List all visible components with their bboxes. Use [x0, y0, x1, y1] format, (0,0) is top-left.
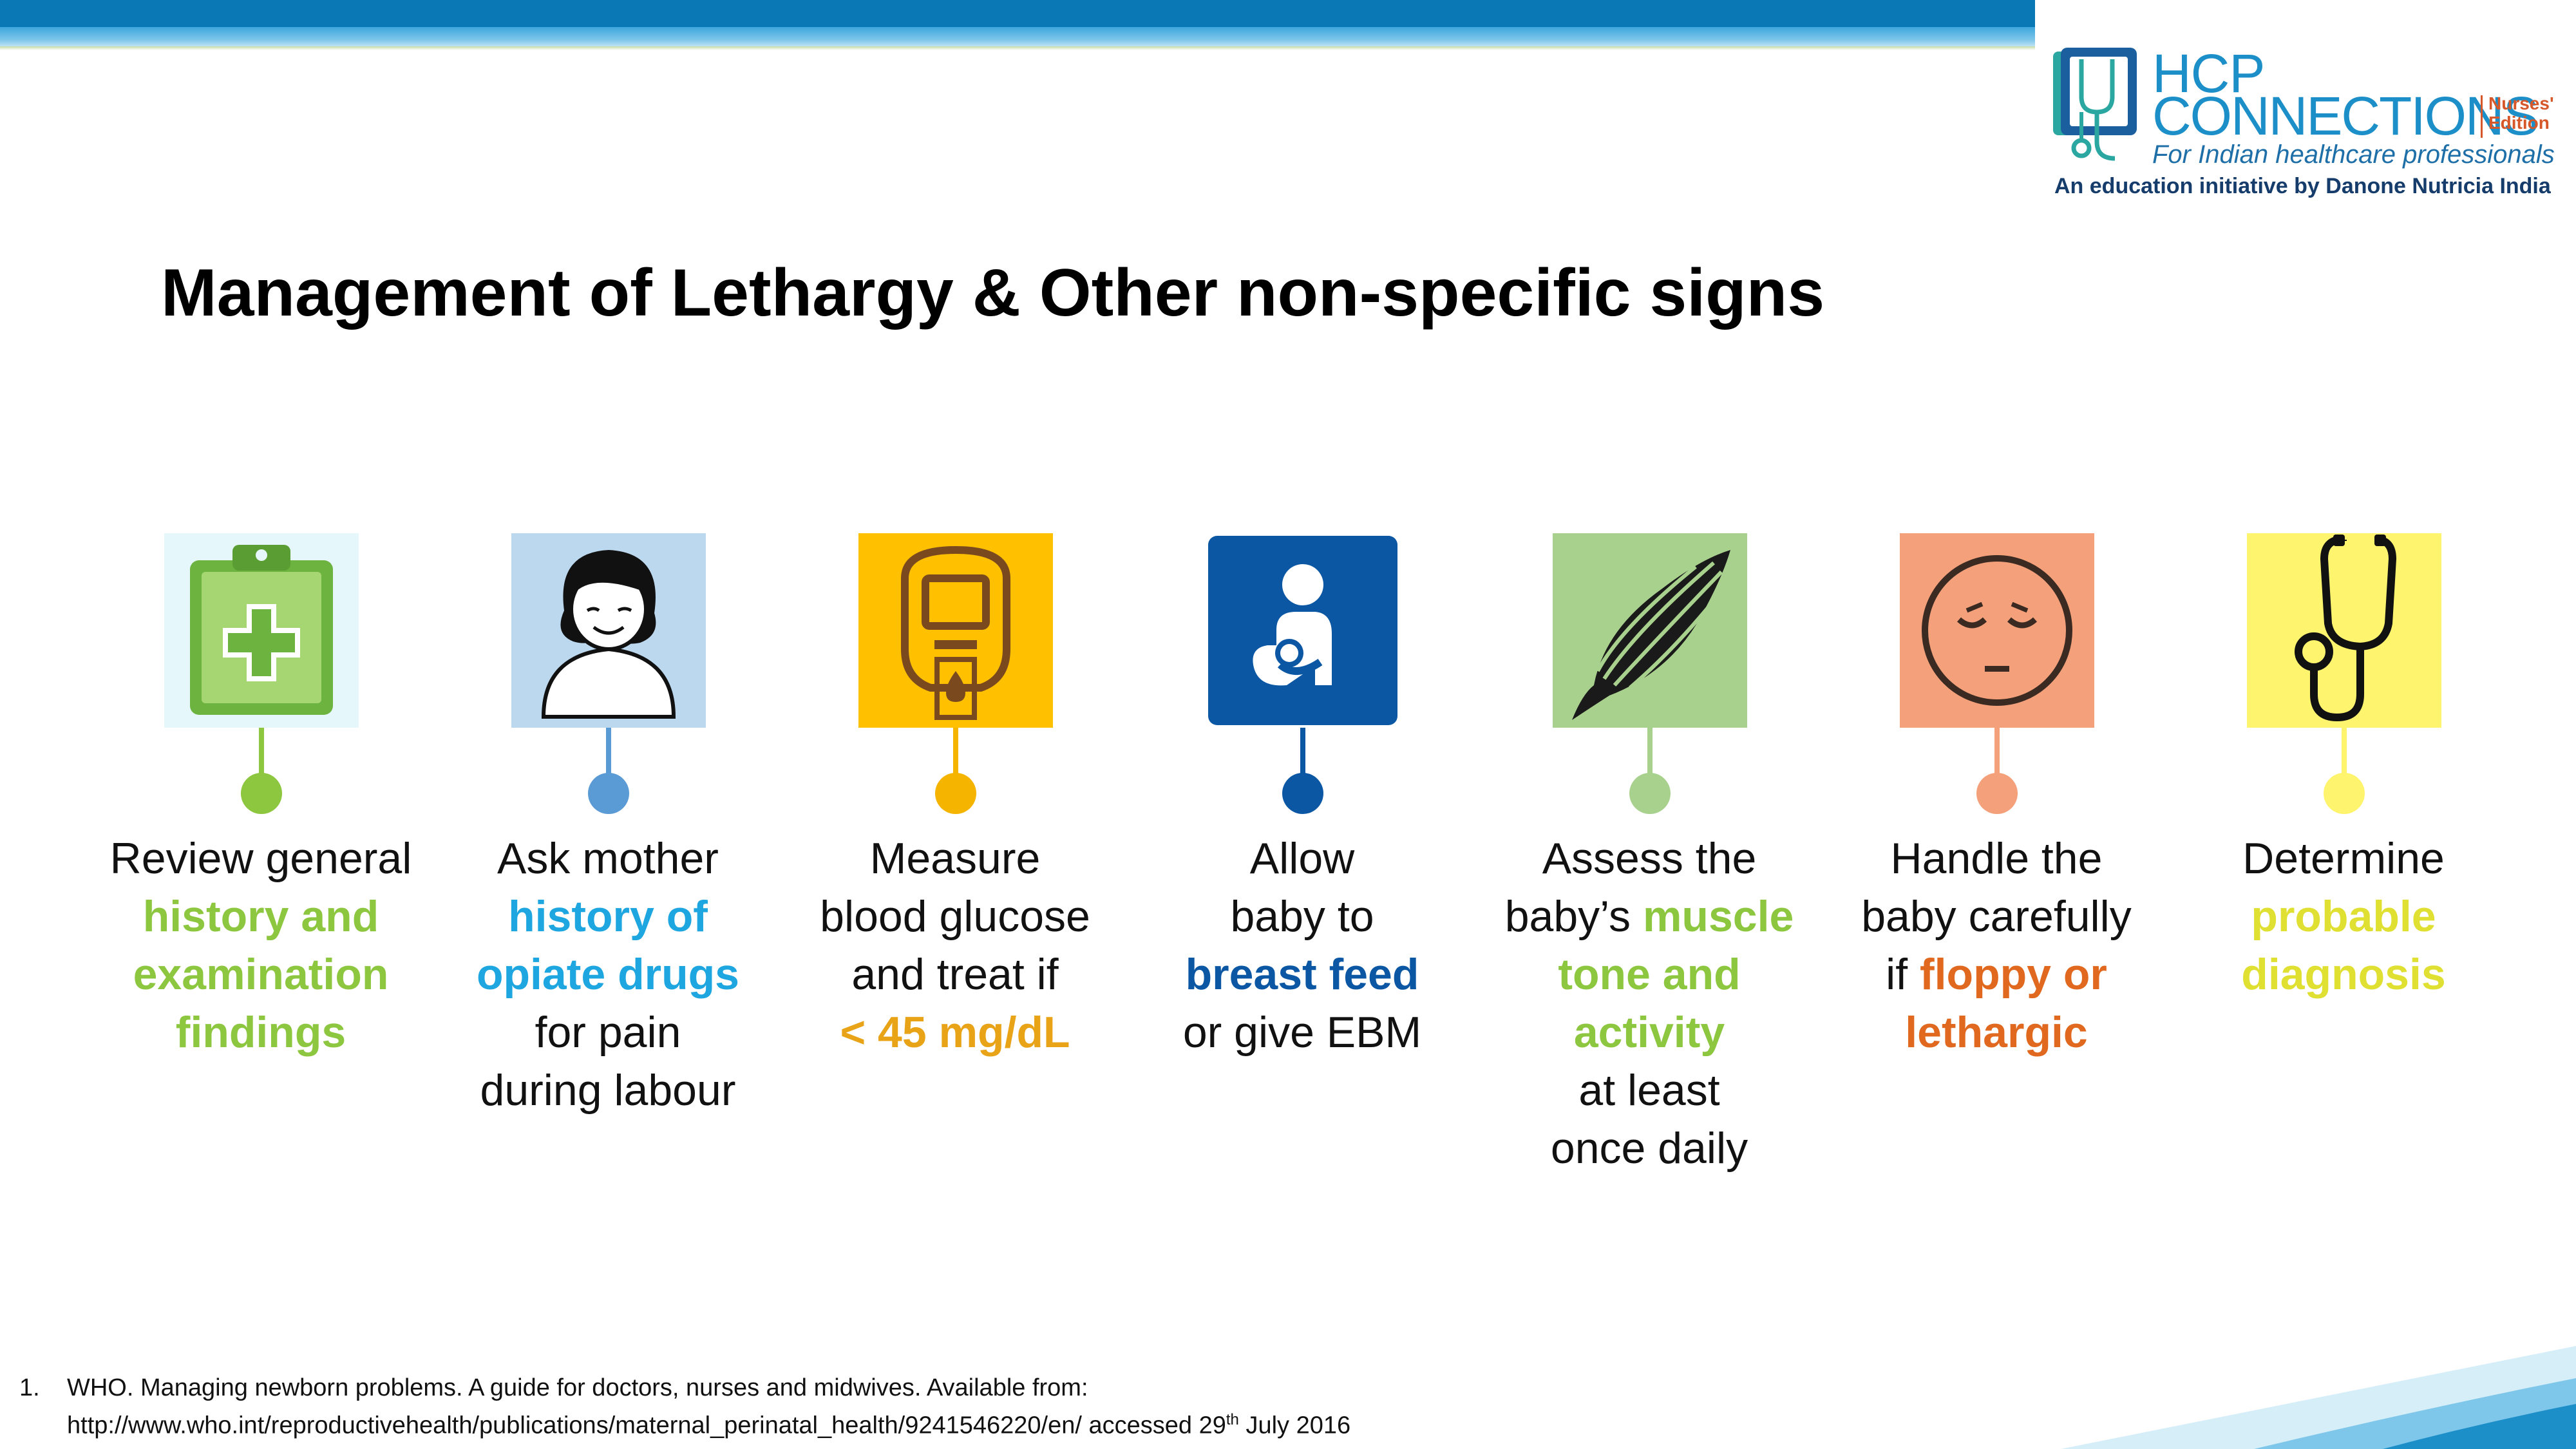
step-caption: Measure blood glucose and treat if < 45 …: [781, 829, 1129, 1061]
muscle-icon: [1553, 533, 1747, 728]
connector-stem: [953, 728, 958, 778]
footnote-line-2: http://www.who.int/reproductivehealth/pu…: [67, 1404, 1350, 1442]
step-caption: Handle the baby carefully if floppy or l…: [1823, 829, 2170, 1061]
step-caption: Determine probable diagnosis: [2170, 829, 2517, 1003]
caption-highlight: floppy or: [1920, 950, 2107, 999]
logo-edition-line2: Edition: [2488, 113, 2550, 133]
top-banner-shadow: [0, 46, 2035, 50]
logo-connections-text: CONNECTIONS: [2152, 86, 2539, 146]
step-caption: Assess the baby’s muscle tone and activi…: [1475, 829, 1823, 1177]
caption-highlight: opiate drugs: [476, 950, 740, 999]
stethoscope-icon: [2247, 533, 2441, 728]
corner-swoosh-decoration: [2061, 1346, 2576, 1449]
glucose-meter-icon: [858, 533, 1053, 728]
caption-highlight: lethargic: [1905, 1008, 2088, 1057]
tablet-stethoscope-logo-icon: [2053, 48, 2137, 161]
caption-highlight: history of: [508, 892, 708, 941]
logo-edition-line1: Nurses': [2488, 93, 2554, 113]
caption-highlight: examination: [133, 950, 389, 999]
connector-dot: [588, 773, 629, 814]
caption-line-mixed: baby’s muscle: [1475, 887, 1823, 945]
connector-dot: [241, 773, 282, 814]
caption-highlight: history and: [142, 892, 379, 941]
caption-part: if: [1886, 950, 1920, 999]
footnote-line-1: WHO. Managing newborn problems. A guide …: [67, 1374, 1088, 1401]
caption-highlight: activity: [1573, 1008, 1725, 1057]
connector-dot: [1629, 773, 1671, 814]
footnote-superscript: th: [1226, 1411, 1239, 1428]
caption-highlight: diagnosis: [2241, 950, 2446, 999]
caption-line: Assess the: [1542, 834, 1757, 883]
footnote-date-end: July 2016: [1238, 1412, 1351, 1439]
caption-line: Allow: [1249, 834, 1355, 883]
slide-title: Management of Lethargy & Other non-speci…: [161, 256, 1825, 330]
caption-line: and treat if: [851, 950, 1059, 999]
step-caption: Allow baby to breast feed or give EBM: [1128, 829, 1476, 1061]
logo-initiative-text: An education initiative by Danone Nutric…: [2054, 174, 2551, 198]
caption-line: or give EBM: [1182, 1008, 1422, 1057]
caption-line: Review general: [109, 834, 412, 883]
caption-line: during labour: [480, 1066, 736, 1115]
caption-line: Ask mother: [497, 834, 719, 883]
sleepy-face-icon: [1900, 533, 2094, 728]
connector-dot: [935, 773, 976, 814]
caption-highlight: breast feed: [1185, 950, 1419, 999]
top-banner-bar: [0, 0, 2035, 46]
caption-line: once daily: [1550, 1124, 1748, 1173]
connector-stem: [2342, 728, 2347, 778]
clipboard-medical-icon: [164, 533, 359, 728]
caption-line: Determine: [2242, 834, 2445, 883]
connector-dot: [1976, 773, 2018, 814]
caption-highlight: muscle: [1642, 892, 1794, 941]
caption-highlight: probable: [2251, 892, 2436, 941]
step-caption: Review general history and examination f…: [87, 829, 435, 1061]
connector-stem: [606, 728, 611, 778]
caption-highlight: tone and: [1558, 950, 1741, 999]
connector-stem: [1994, 728, 2000, 778]
footnote-url: http://www.who.int/reproductivehealth/pu…: [67, 1412, 1226, 1439]
connector-stem: [259, 728, 264, 778]
step-caption: Ask mother history of opiate drugs for p…: [434, 829, 782, 1119]
caption-part: baby’s: [1504, 892, 1643, 941]
caption-line-mixed: if floppy or: [1823, 945, 2170, 1003]
caption-line: Handle the: [1890, 834, 2103, 883]
caption-line: Measure: [869, 834, 1041, 883]
caption-highlight: < 45 mg/dL: [840, 1008, 1070, 1057]
caption-line: baby to: [1230, 892, 1374, 941]
hcp-connections-logo: HCP CONNECTIONS Nurses' Edition For Indi…: [2048, 45, 2563, 206]
connector-stem: [1647, 728, 1653, 778]
breastfeeding-icon: [1206, 533, 1400, 728]
caption-line: for pain: [535, 1008, 681, 1057]
connector-dot: [1282, 773, 1323, 814]
caption-line: blood glucose: [820, 892, 1090, 941]
mother-icon: [511, 533, 706, 728]
connector-stem: [1300, 728, 1305, 778]
footnote-number: 1.: [19, 1374, 40, 1401]
logo-separator: [2481, 95, 2483, 138]
connector-dot: [2324, 773, 2365, 814]
logo-tagline: For Indian healthcare professionals: [2152, 140, 2555, 169]
caption-line: at least: [1578, 1066, 1720, 1115]
caption-highlight: findings: [175, 1008, 346, 1057]
caption-line: baby carefully: [1861, 892, 2132, 941]
logo-hcp-text: HCP: [2152, 43, 2265, 104]
